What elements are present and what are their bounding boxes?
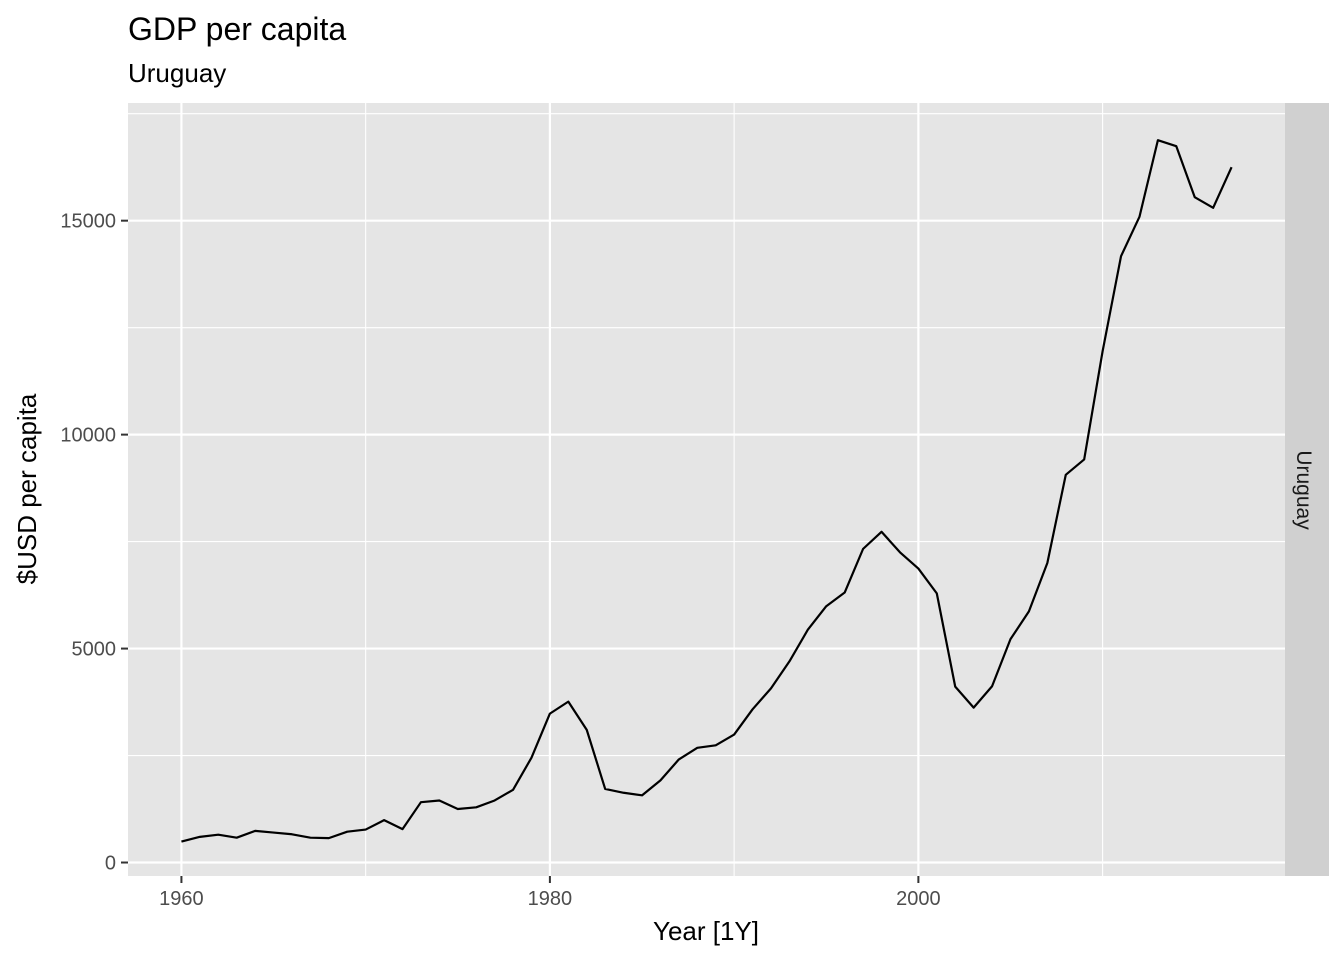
facet-strip [1285, 103, 1329, 876]
gridlines [128, 103, 1285, 876]
y-tick-label: 5000 [72, 639, 117, 661]
x-axis-title: Year [1Y] [653, 916, 759, 946]
x-tick-label: 1960 [159, 888, 204, 910]
plot-panel [128, 103, 1285, 876]
series-line [181, 139, 1233, 843]
chart-subtitle: Uruguay [128, 58, 226, 88]
chart-title: GDP per capita [128, 11, 346, 47]
y-tick-label: 0 [105, 853, 116, 875]
x-axis: 1960 1980 2000 [159, 876, 941, 910]
x-tick-label: 1980 [528, 888, 573, 910]
y-axis-title: $USD per capita [12, 393, 42, 584]
facet-strip-label: Uruguay [1292, 450, 1315, 530]
y-tick-label: 10000 [60, 425, 116, 447]
y-tick-label: 15000 [60, 211, 116, 233]
y-axis: 0 5000 10000 15000 [60, 211, 128, 875]
x-tick-label: 2000 [896, 888, 941, 910]
